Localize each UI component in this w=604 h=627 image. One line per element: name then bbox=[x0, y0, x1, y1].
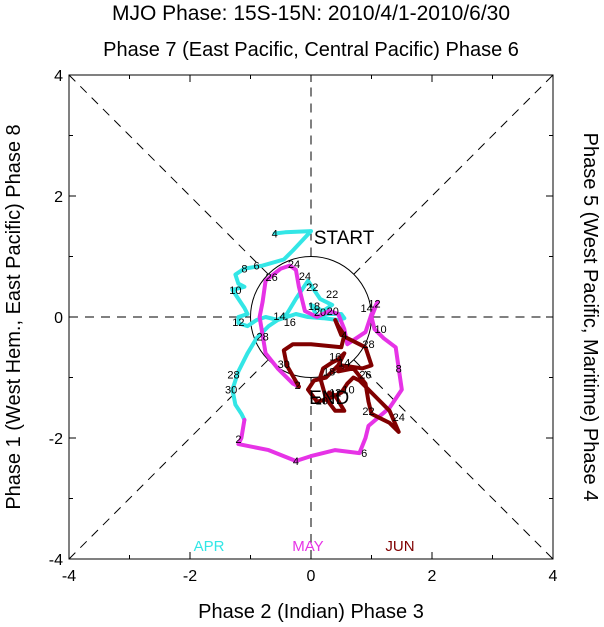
bottom-axis-label: Phase 2 (Indian) Phase 3 bbox=[198, 601, 424, 623]
day-label-jun: 18 bbox=[323, 366, 335, 378]
day-label-jun: 12 bbox=[329, 388, 341, 400]
day-label-jun: 10 bbox=[342, 385, 354, 397]
day-label-apr: 22 bbox=[306, 282, 318, 294]
day-label-apr: 16 bbox=[284, 317, 296, 329]
phase-guide-line bbox=[68, 359, 269, 560]
day-label-apr: 14 bbox=[273, 311, 285, 323]
day-label-may: 20 bbox=[314, 307, 326, 319]
day-label-apr: 6 bbox=[253, 261, 259, 273]
day-label-apr: 26 bbox=[266, 272, 278, 284]
day-label-may: 30 bbox=[278, 359, 290, 371]
day-label-jun: 4 bbox=[341, 330, 347, 342]
day-label-apr: 12 bbox=[232, 317, 244, 329]
x-tick-label: -4 bbox=[62, 568, 76, 585]
left-axis-label: Phase 1 (West Hem., East Pacific) Phase … bbox=[3, 124, 25, 509]
day-label-may: 12 bbox=[368, 299, 380, 311]
x-tick-label: 4 bbox=[549, 568, 558, 585]
day-label-jun: 20 bbox=[316, 395, 328, 407]
y-tick-label: 2 bbox=[54, 189, 63, 206]
day-label-jun: 28 bbox=[362, 339, 374, 351]
day-label-may: 28 bbox=[256, 331, 268, 343]
day-label-apr: 24 bbox=[288, 259, 300, 271]
day-label-may: 6 bbox=[361, 448, 367, 460]
series-layer bbox=[230, 229, 404, 463]
day-label-jun: 22 bbox=[362, 406, 374, 418]
x-tick-label: 0 bbox=[307, 568, 316, 585]
phase-guide-line bbox=[353, 74, 554, 275]
y-tick-label: -2 bbox=[49, 431, 63, 448]
day-label-apr: 8 bbox=[241, 264, 247, 276]
day-label-jun: 16 bbox=[329, 351, 341, 363]
phase-guide-line bbox=[353, 359, 554, 560]
series-line-apr bbox=[230, 229, 347, 422]
day-label-jun: 24 bbox=[393, 412, 405, 424]
day-label-may: 14 bbox=[361, 303, 373, 315]
legend-item-may: MAY bbox=[292, 538, 323, 555]
day-label-apr: 28 bbox=[227, 369, 239, 381]
day-label-apr: 10 bbox=[229, 285, 241, 297]
series-line-may bbox=[236, 263, 404, 463]
x-tick-label: -2 bbox=[183, 568, 197, 585]
y-tick-label: -4 bbox=[49, 552, 63, 569]
day-label-apr: 30 bbox=[225, 385, 237, 397]
day-label-may: 2 bbox=[235, 434, 241, 446]
day-label-jun: 14 bbox=[338, 357, 350, 369]
legend-item-apr: APR bbox=[194, 538, 225, 555]
day-label-may: 4 bbox=[293, 456, 299, 468]
day-label-jun: 26 bbox=[359, 369, 371, 381]
day-label-apr: 20 bbox=[327, 306, 339, 318]
end-label: END bbox=[309, 388, 349, 409]
day-label-may: 8 bbox=[396, 363, 402, 375]
series-line-jun bbox=[281, 318, 401, 434]
y-tick-label: 0 bbox=[54, 310, 63, 327]
top-axis-label: Phase 7 (East Pacific, Central Pacific) … bbox=[103, 39, 519, 61]
y-tick-label: 4 bbox=[54, 68, 63, 85]
start-label: START bbox=[314, 228, 375, 249]
legend-item-jun: JUN bbox=[385, 538, 414, 555]
day-label-apr: 24 bbox=[299, 271, 311, 283]
day-label-apr: 22 bbox=[326, 289, 338, 301]
day-label-may: 10 bbox=[374, 324, 386, 336]
x-tick-label: 2 bbox=[428, 568, 437, 585]
day-label-may: 2 bbox=[295, 380, 301, 392]
chart-title: MJO Phase: 15S-15N: 2010/4/1-2010/6/30 bbox=[112, 2, 510, 25]
day-label-apr: 18 bbox=[308, 301, 320, 313]
day-label-apr: 4 bbox=[272, 229, 278, 241]
right-axis-label: Phase 5 (West Pacific, Maritime) Phase 4 bbox=[579, 133, 601, 502]
legend: APR MAY JUN bbox=[194, 538, 415, 555]
phase-guide-line bbox=[68, 74, 269, 275]
